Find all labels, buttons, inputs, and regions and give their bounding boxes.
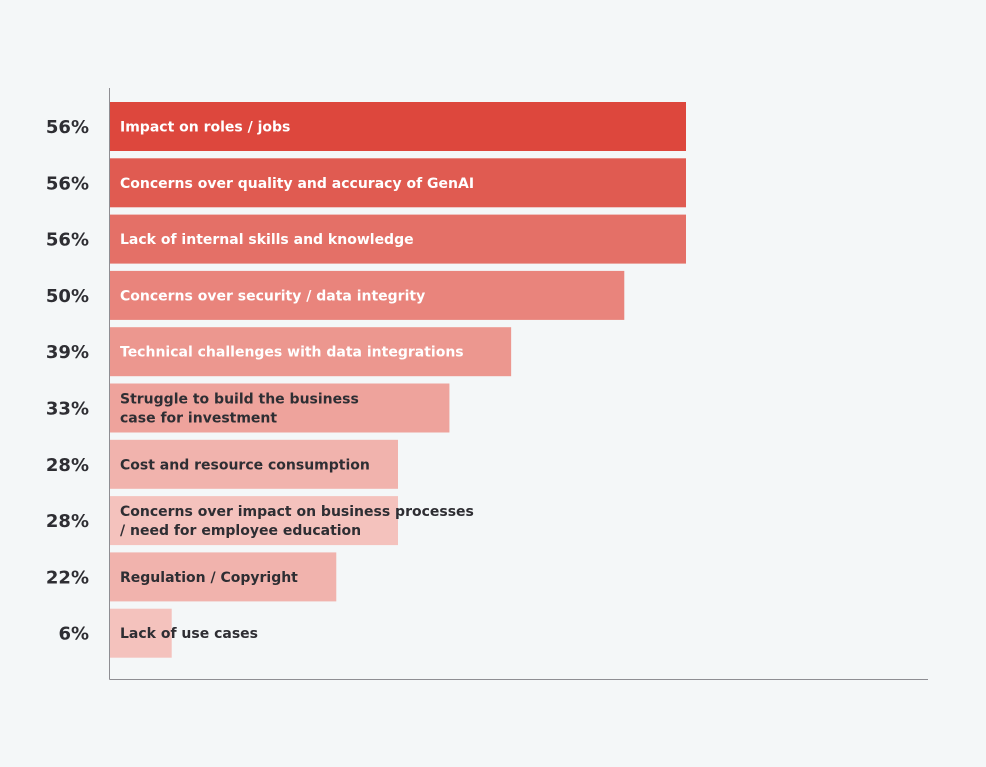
bar [110,496,398,546]
category-label: Concerns over quality and accuracy of Ge… [120,176,474,192]
value-label: 39% [46,342,89,363]
bar [110,552,337,602]
value-label: 28% [46,455,89,476]
value-label: 56% [46,230,89,251]
value-label: 56% [46,173,89,194]
value-label: 6% [58,624,89,645]
value-label: 22% [46,567,89,588]
bar [110,327,512,377]
category-label: Lack of use cases [120,626,258,642]
bar [110,439,398,489]
axes-layer [109,88,928,680]
bar [110,214,686,264]
value-label: 28% [46,511,89,532]
bar [110,608,172,658]
category-label: Technical challenges with data integrati… [120,345,464,361]
bar [110,270,625,320]
category-label: Impact on roles / jobs [120,120,290,136]
bar [110,102,686,151]
bar [110,158,686,208]
category-label: Cost and resource consumption [120,457,370,473]
category-label: Regulation / Copyright [120,570,298,586]
category-label: Lack of internal skills and knowledge [120,232,414,248]
value-label: 33% [46,399,89,420]
value-label: 56% [46,117,89,138]
category-label: Concerns over impact on business process… [120,504,474,520]
category-label: case for investment [120,411,277,427]
value-label: 50% [46,286,89,307]
category-label: / need for employee education [120,523,361,539]
bars-layer: 56% Impact on roles / jobs 56% Concerns ove… [46,102,686,658]
bar [110,383,450,433]
category-label: Concerns over security / data integrity [120,288,425,304]
category-label: Struggle to build the business [120,392,359,408]
